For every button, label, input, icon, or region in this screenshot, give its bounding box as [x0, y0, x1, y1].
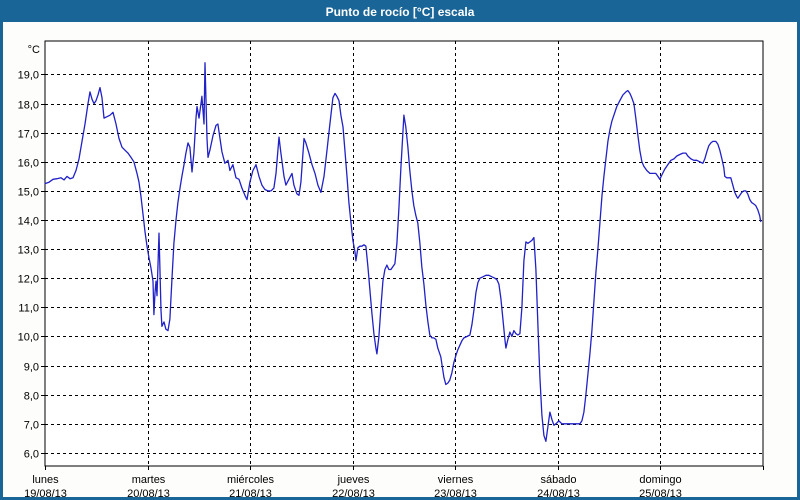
x-day-label: lunes	[32, 474, 59, 486]
y-tick-label: 11,0	[18, 303, 39, 315]
chart-area: 19,0 18,0 17,0 16,0 15,0 14,0 13,0 12,0 11,0 10,0…	[6, 25, 794, 497]
x-day-label: viernes	[438, 474, 474, 486]
x-date-label: 23/08/13	[434, 488, 477, 500]
x-date-label: 19/08/13	[24, 488, 67, 500]
title-bar: Punto de rocío [°C] escala	[3, 3, 797, 22]
y-tick-label: 13,0	[18, 245, 39, 257]
y-tick-label: 17,0	[18, 129, 39, 141]
y-tick-label: 7,0	[24, 420, 39, 432]
x-day-label: martes	[132, 474, 166, 486]
x-date-label: 21/08/13	[229, 488, 272, 500]
y-tick-label: 6,0	[24, 449, 39, 461]
y-tick-label: 15,0	[18, 187, 39, 199]
dewpoint-line-chart: 19,0 18,0 17,0 16,0 15,0 14,0 13,0 12,0 11,0 10,0…	[18, 40, 764, 500]
x-day-label: jueves	[337, 474, 370, 486]
x-date-label: 22/08/13	[332, 488, 375, 500]
plot-frame	[44, 40, 764, 467]
chart-title: Punto de rocío [°C] escala	[325, 5, 475, 19]
dewpoint-series-line	[44, 62, 762, 442]
y-tick-label: 8,0	[24, 391, 39, 403]
x-date-label: 20/08/13	[127, 488, 170, 500]
y-tick-label: 9,0	[24, 362, 39, 374]
x-day-label: domingo	[639, 474, 681, 486]
x-day-label: sábado	[540, 474, 576, 486]
x-date-label: 25/08/13	[639, 488, 682, 500]
y-axis-unit-label: °C	[28, 44, 40, 56]
y-tick-label: 19,0	[18, 70, 39, 82]
y-tick-label: 12,0	[18, 274, 39, 286]
y-tick-label: 10,0	[18, 332, 39, 344]
x-day-label: miércoles	[227, 474, 275, 486]
y-tick-label: 14,0	[18, 216, 39, 228]
x-date-label: 24/08/13	[537, 488, 580, 500]
y-tick-label: 18,0	[18, 100, 39, 112]
y-tick-label: 16,0	[18, 158, 39, 170]
